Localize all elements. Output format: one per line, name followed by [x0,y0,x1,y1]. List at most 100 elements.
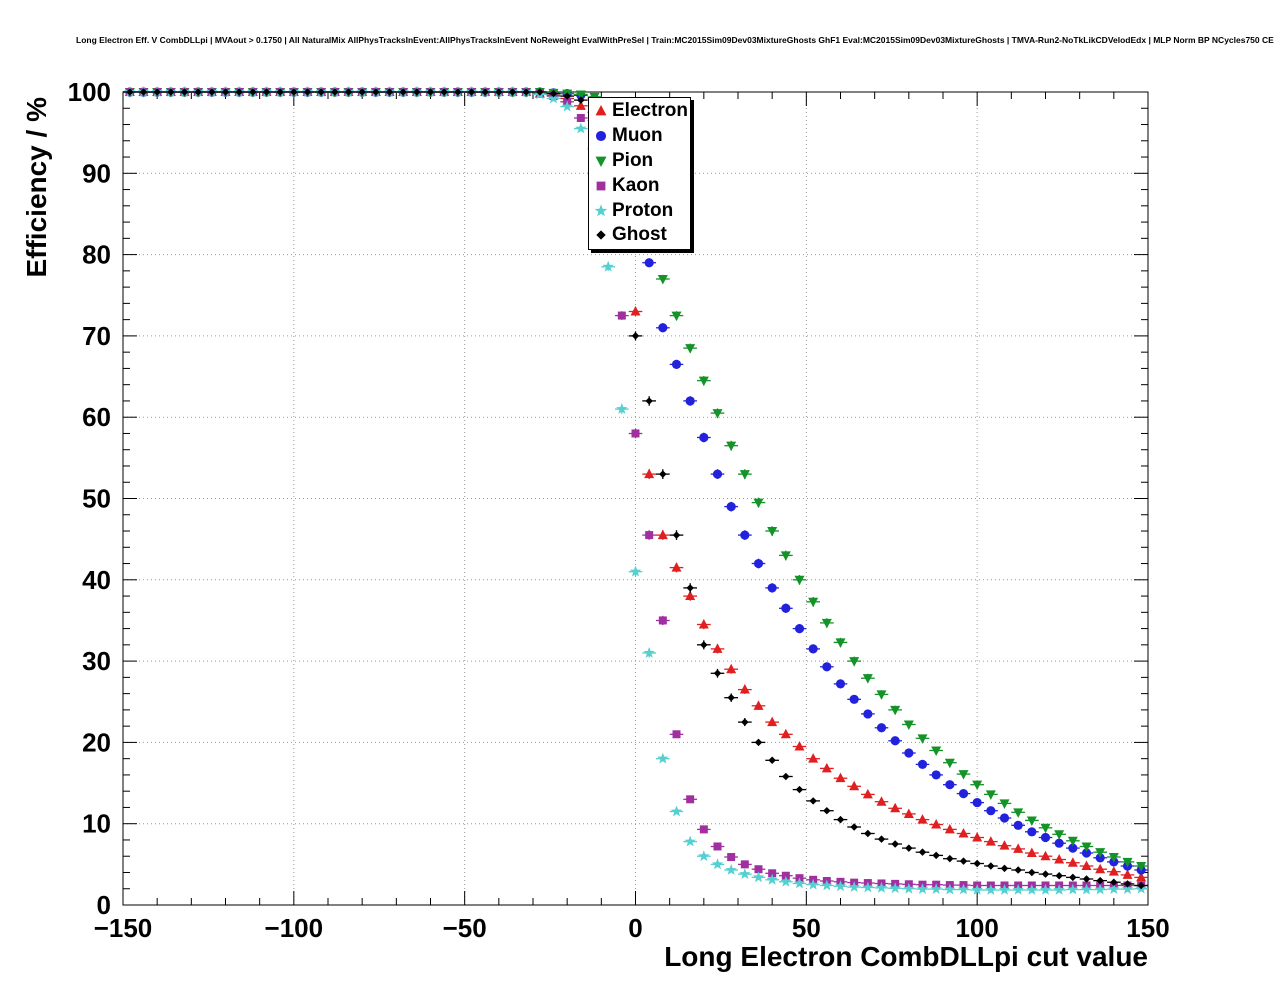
circle-marker [781,603,791,613]
legend-label: Kaon [612,174,660,196]
triangle-up-marker [780,728,791,739]
circle-marker [1068,843,1078,853]
triangle-down-marker [903,720,914,731]
square-marker [713,842,722,851]
diamond-marker [891,840,899,848]
star-marker [1067,883,1079,895]
star-marker [780,875,792,887]
triangle-up-marker [1054,853,1065,864]
diamond-marker [413,88,421,96]
triangle-down-marker [767,527,778,537]
square-marker [596,181,606,191]
diamond-marker [194,88,202,96]
triangle-up-marker [1067,857,1078,867]
square-marker [781,871,790,880]
triangle-up-marker [671,562,682,572]
diamond-marker [358,88,366,96]
star-marker [834,880,847,892]
star-marker [616,403,628,414]
triangle-up-marker [849,780,860,791]
diamond-marker [126,88,134,96]
x-axis-label: Long Electron CombDLLpi cut value [664,941,1148,972]
diamond-marker [208,88,216,96]
star-marker [985,884,997,895]
circle-marker [1040,832,1051,843]
diamond-marker [399,88,407,96]
triangle-up-marker [712,643,723,653]
diamond-marker [864,829,872,838]
circle-marker [794,623,805,634]
circle-marker [644,258,654,268]
triangle-up-marker [685,590,696,601]
diamond-marker [1041,870,1050,878]
diamond-marker [686,584,694,592]
circle-marker [876,723,887,733]
diamond-marker [782,772,790,781]
diamond-marker [331,88,339,96]
diamond-marker [1123,880,1132,888]
diamond-legend-icon [596,230,606,241]
square-marker [754,865,763,874]
circle-marker [890,736,900,746]
x-tick-label: −100 [265,913,324,943]
triangle-up-marker [958,827,969,838]
diamond-marker [596,230,606,241]
star-marker [1108,883,1120,894]
triangle-up-marker [753,700,764,710]
triangle-up-marker [985,836,996,846]
triangle-down-marker [595,156,607,168]
diamond-marker [1000,864,1009,873]
circle-legend-icon [595,131,607,142]
triangle-down-marker [712,409,723,419]
triangle-up-marker [835,772,846,783]
triangle-down-marker [862,674,873,684]
diamond-marker [303,88,312,96]
star-marker [643,647,655,658]
circle-marker [849,694,859,704]
triangle-down-marker [944,758,955,769]
diamond-marker [1082,875,1091,883]
triangle-up-marker [1026,847,1037,857]
triangle-down-marker [917,734,928,744]
diamond-marker [317,88,325,96]
x-tick-label: −50 [443,913,487,943]
circle-marker [671,359,682,369]
star-marker [944,883,956,895]
triangle-down-marker [1013,808,1024,818]
y-tick-label: 70 [82,321,111,351]
star-marker [1012,884,1024,895]
diamond-marker [700,641,708,649]
diamond-marker [344,88,353,96]
y-tick-label: 40 [82,565,111,595]
triangle-down-marker [1026,816,1037,826]
triangle-up-marker [917,814,928,824]
star-marker [862,881,874,893]
legend-label: Proton [612,199,674,221]
diamond-marker [768,756,776,765]
diamond-marker [372,88,380,96]
diamond-marker [631,332,640,340]
diamond-marker [426,88,435,96]
triangle-down-marker [739,470,750,480]
legend-entry-ghost: Ghost [591,223,690,248]
triangle-down-marker [1136,861,1147,872]
circle-marker [931,770,941,780]
triangle-up-marker [630,306,641,316]
diamond-marker [836,815,845,824]
circle-marker [1081,848,1092,858]
diamond-marker [495,88,503,96]
square-marker [658,616,667,625]
diamond-marker [645,397,653,405]
star-marker [698,850,710,862]
triangle-up-marker [808,753,819,763]
triangle-down-marker [726,441,737,452]
circle-marker [835,679,846,689]
star-marker [547,92,560,104]
triangle-down-marker [698,376,709,387]
triangle-down-marker [835,638,846,648]
circle-marker [945,780,955,790]
star-marker [903,882,915,894]
star-marker [998,884,1011,895]
x-tick-label: 0 [628,913,642,943]
